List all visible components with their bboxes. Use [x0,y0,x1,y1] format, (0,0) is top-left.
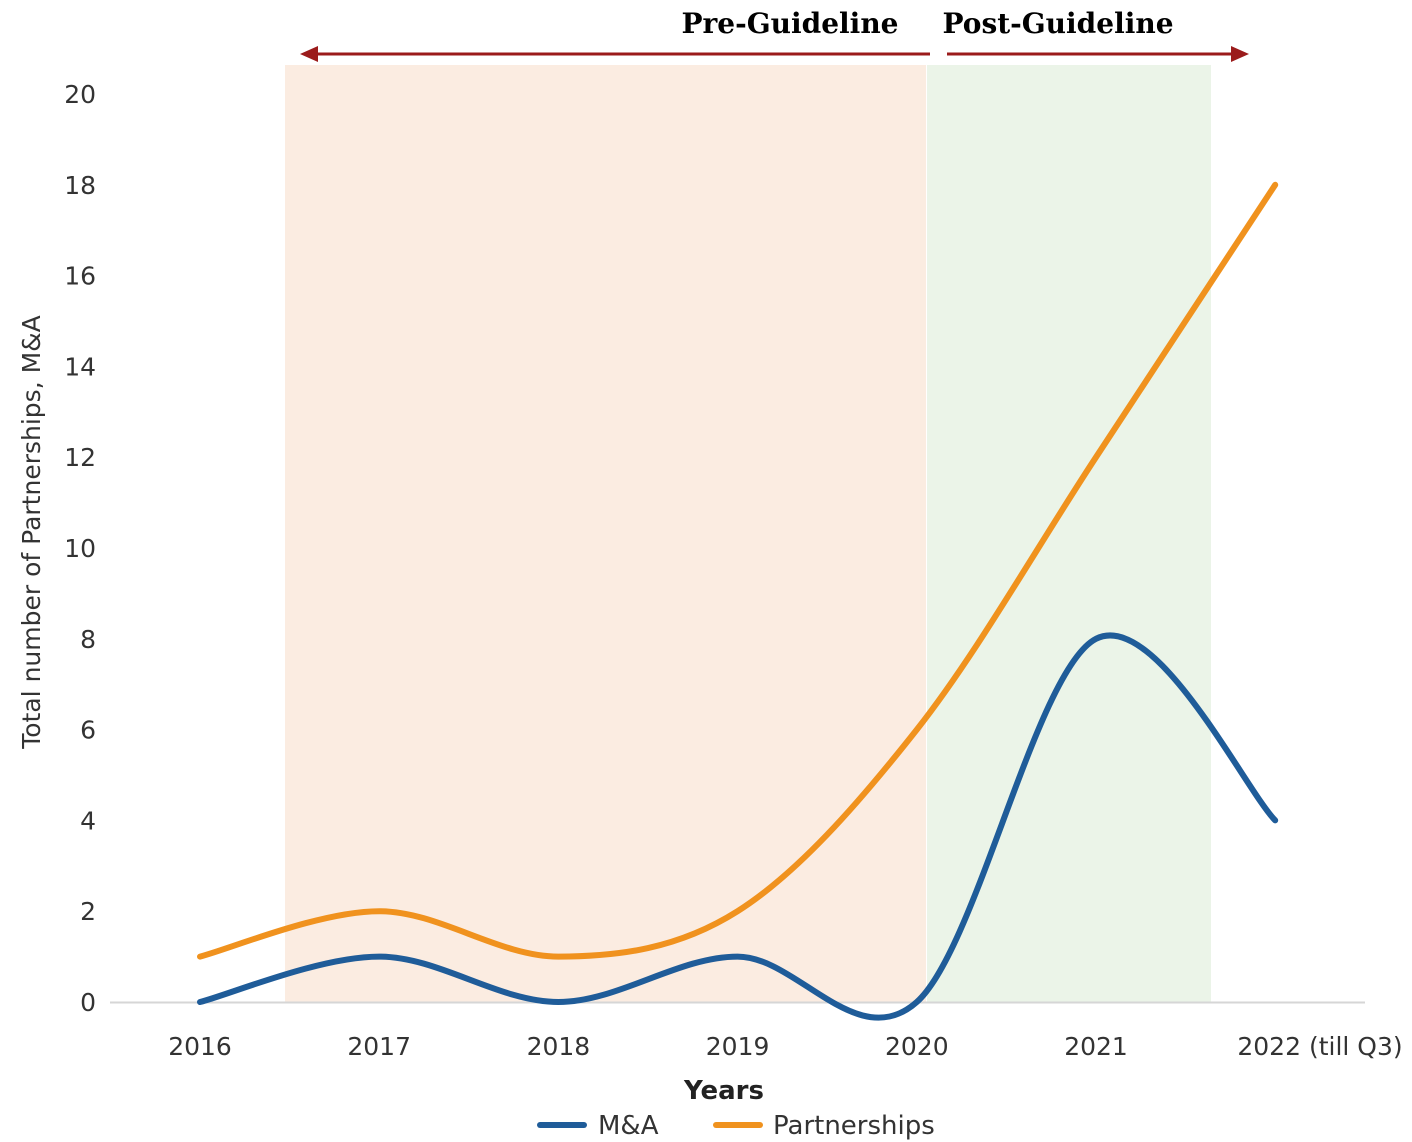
series-line-partnerships [197,181,1279,960]
x-tick-label: 2017 [347,1032,411,1061]
x-tick-label: 2019 [706,1032,770,1061]
post-guideline-arrowhead [1231,46,1249,62]
y-axis-ticks: 0 2 4 6 8 10 12 14 16 18 20 [64,80,96,1017]
y-tick-label: 8 [80,625,96,654]
x-tick-label: 2016 [168,1032,232,1061]
y-tick-label: 6 [80,716,96,745]
y-tick-label: 20 [64,80,96,109]
x-tick-label: 2020 [885,1032,949,1061]
pre-guideline-band [285,65,926,1002]
x-tick-label: 2018 [527,1032,591,1061]
y-tick-label: 2 [80,897,96,926]
legend-label: Partnerships [773,1111,935,1141]
y-tick-label: 4 [80,806,96,835]
pre-guideline-arrowhead [300,46,318,62]
y-axis-title: Total number of Partnerships, M&A [17,315,46,750]
legend: M&A Partnerships [537,1111,935,1141]
y-tick-label: 14 [64,352,96,381]
y-tick-label: 12 [64,443,96,472]
x-axis-ticks: 2016 2017 2018 2019 2020 2021 2022 (till Q3) [168,1032,1402,1061]
period-bands [285,65,1211,1002]
series-line-m-a [197,632,1279,1021]
series-lines [197,181,1279,1021]
y-tick-label: 16 [64,262,96,291]
period-arrows [300,46,1249,62]
y-tick-label: 10 [64,534,96,563]
x-axis-title: Years [683,1076,764,1106]
y-tick-label: 18 [64,171,96,200]
legend-label: M&A [598,1111,659,1141]
post-guideline-label: Post-Guideline [942,7,1173,40]
y-tick-label: 0 [80,988,96,1017]
x-tick-label: 2021 [1064,1032,1128,1061]
pre-guideline-label: Pre-Guideline [682,7,899,40]
post-guideline-band [927,65,1211,1002]
x-tick-label: 2022 (till Q3) [1237,1032,1402,1061]
